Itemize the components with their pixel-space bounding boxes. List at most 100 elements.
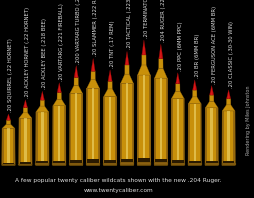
Polygon shape <box>37 161 48 164</box>
Polygon shape <box>2 128 15 165</box>
Polygon shape <box>86 88 100 165</box>
Text: .20 TACTICAL (.223 REM): .20 TACTICAL (.223 REM) <box>127 0 132 49</box>
Polygon shape <box>176 84 180 91</box>
Polygon shape <box>176 73 180 84</box>
Polygon shape <box>154 68 167 78</box>
Polygon shape <box>2 128 4 165</box>
Text: .20 BR (6MM BR): .20 BR (6MM BR) <box>195 33 200 78</box>
Polygon shape <box>206 161 217 163</box>
Polygon shape <box>216 108 218 165</box>
Polygon shape <box>137 65 150 75</box>
Polygon shape <box>121 159 133 163</box>
Polygon shape <box>104 160 116 163</box>
Polygon shape <box>188 97 201 104</box>
Polygon shape <box>58 106 60 165</box>
Polygon shape <box>41 112 43 165</box>
Polygon shape <box>81 93 83 165</box>
Polygon shape <box>19 118 32 165</box>
Polygon shape <box>19 113 32 118</box>
Polygon shape <box>154 78 156 165</box>
Polygon shape <box>205 163 219 165</box>
Polygon shape <box>53 106 66 165</box>
Polygon shape <box>91 71 95 80</box>
Polygon shape <box>171 99 173 165</box>
Polygon shape <box>40 100 44 106</box>
Polygon shape <box>154 162 168 165</box>
Polygon shape <box>24 118 27 165</box>
Polygon shape <box>70 160 82 163</box>
Text: .20 CLASSIC (.30-30 WIN): .20 CLASSIC (.30-30 WIN) <box>229 21 234 88</box>
Polygon shape <box>30 118 32 165</box>
Polygon shape <box>227 90 231 99</box>
Text: Rendering by Miles Johnston: Rendering by Miles Johnston <box>246 86 250 155</box>
Polygon shape <box>172 160 184 163</box>
Text: .200 VARTARG TURBO (.222 REM): .200 VARTARG TURBO (.222 REM) <box>76 0 81 64</box>
Polygon shape <box>155 159 167 162</box>
Polygon shape <box>166 78 168 165</box>
Polygon shape <box>222 111 235 165</box>
Polygon shape <box>6 114 11 120</box>
Polygon shape <box>86 163 100 165</box>
Polygon shape <box>171 91 184 99</box>
Polygon shape <box>75 93 77 165</box>
Polygon shape <box>2 164 15 165</box>
Polygon shape <box>193 90 197 97</box>
Text: .20 PPC (6MM PPC): .20 PPC (6MM PPC) <box>178 21 183 71</box>
Polygon shape <box>47 112 49 165</box>
Polygon shape <box>159 44 163 59</box>
Polygon shape <box>171 163 185 165</box>
Polygon shape <box>205 108 218 165</box>
Polygon shape <box>13 128 15 165</box>
Polygon shape <box>64 106 66 165</box>
Polygon shape <box>2 124 15 128</box>
Polygon shape <box>211 108 213 165</box>
Text: .20 ACKLEY BEE (.218 BEE): .20 ACKLEY BEE (.218 BEE) <box>42 18 47 89</box>
Polygon shape <box>25 100 26 108</box>
Polygon shape <box>120 163 134 165</box>
Polygon shape <box>121 74 133 83</box>
Polygon shape <box>188 104 190 165</box>
Polygon shape <box>125 51 129 65</box>
Polygon shape <box>233 111 235 165</box>
Polygon shape <box>35 164 49 165</box>
Polygon shape <box>226 99 231 105</box>
Polygon shape <box>91 58 95 71</box>
Polygon shape <box>108 70 112 81</box>
Polygon shape <box>171 99 184 165</box>
Polygon shape <box>177 99 179 165</box>
Polygon shape <box>3 163 14 164</box>
Polygon shape <box>142 40 146 55</box>
Polygon shape <box>36 112 49 165</box>
Polygon shape <box>126 83 128 165</box>
Polygon shape <box>137 162 151 165</box>
Polygon shape <box>125 65 129 74</box>
Polygon shape <box>154 78 168 165</box>
Polygon shape <box>74 77 78 86</box>
Polygon shape <box>92 88 94 165</box>
Polygon shape <box>74 66 78 77</box>
Polygon shape <box>210 86 214 95</box>
Polygon shape <box>70 93 83 165</box>
Polygon shape <box>6 120 11 124</box>
Polygon shape <box>183 99 184 165</box>
Polygon shape <box>223 161 234 163</box>
Polygon shape <box>23 108 28 113</box>
Polygon shape <box>87 159 99 163</box>
Polygon shape <box>57 93 61 99</box>
Polygon shape <box>57 83 61 93</box>
Polygon shape <box>103 97 105 165</box>
Polygon shape <box>20 162 31 164</box>
Polygon shape <box>222 111 224 165</box>
Polygon shape <box>53 99 66 106</box>
Polygon shape <box>23 100 27 108</box>
Polygon shape <box>69 163 83 165</box>
Polygon shape <box>104 89 117 97</box>
Polygon shape <box>188 104 201 165</box>
Text: .20 SLAMMER (.222 REM): .20 SLAMMER (.222 REM) <box>93 0 98 56</box>
Polygon shape <box>108 81 112 89</box>
Text: .20 TNT (.17 REM): .20 TNT (.17 REM) <box>110 20 115 68</box>
Polygon shape <box>36 112 38 165</box>
Polygon shape <box>137 75 151 165</box>
Polygon shape <box>149 75 151 165</box>
Polygon shape <box>40 91 44 100</box>
